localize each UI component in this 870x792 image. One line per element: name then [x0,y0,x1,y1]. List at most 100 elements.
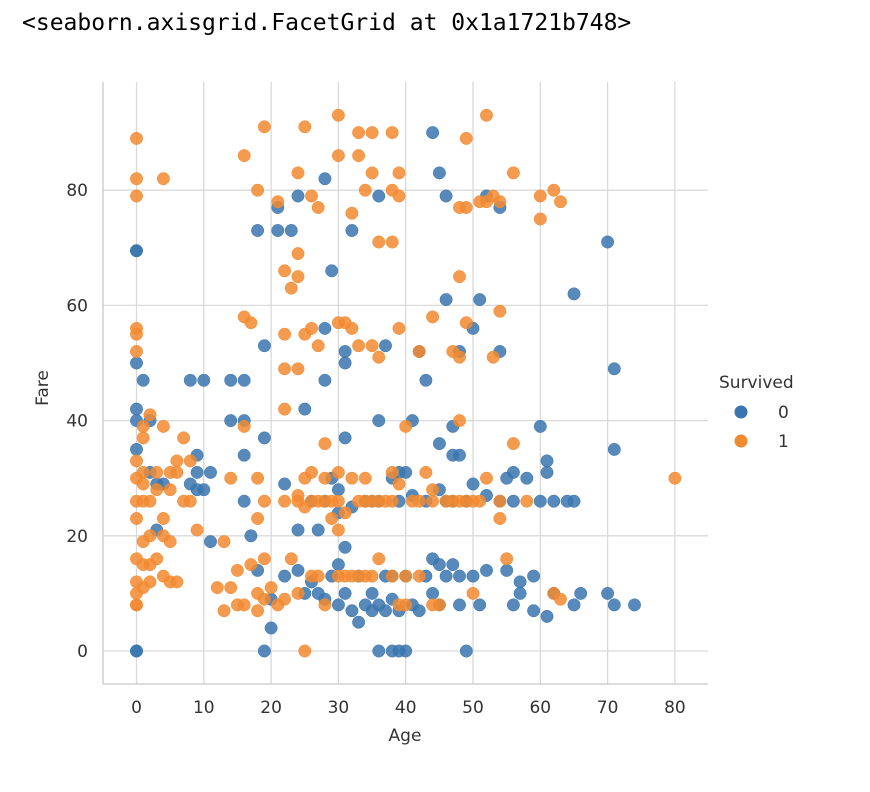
point-survived-0 [426,126,440,140]
point-survived-0 [197,483,211,497]
point-survived-1 [486,350,500,364]
point-survived-1 [305,465,318,479]
point-survived-1 [136,419,150,433]
point-survived-1 [224,471,238,485]
point-survived-1 [506,166,520,180]
x-tick-label: 80 [664,698,686,718]
point-survived-0 [372,189,386,203]
point-survived-1 [318,437,332,451]
point-survived-1 [170,575,184,589]
point-survived-1 [143,529,157,543]
point-survived-1 [318,598,332,612]
point-survived-0 [601,586,615,600]
point-survived-0 [446,558,460,572]
x-tick-label: 30 [328,698,350,718]
point-survived-0 [607,362,621,376]
point-survived-1 [399,569,413,583]
point-survived-0 [352,615,366,629]
point-survived-0 [278,477,292,491]
point-survived-1 [130,172,143,186]
point-survived-1 [385,465,399,479]
point-survived-1 [412,345,426,358]
x-tick-label: 0 [131,698,142,718]
point-survived-1 [547,183,561,197]
point-survived-0 [432,558,446,572]
y-axis-label: Fare [33,370,53,406]
point-survived-0 [540,454,554,468]
point-survived-1 [372,350,386,364]
point-survived-0 [331,558,345,572]
point-survived-1 [520,494,534,508]
point-survived-1 [385,126,399,140]
point-survived-0 [567,287,581,301]
point-survived-1 [257,552,271,566]
point-survived-0 [291,189,305,203]
point-survived-0 [251,224,265,237]
point-survived-1 [493,195,507,209]
point-survived-0 [331,598,345,612]
point-survived-1 [136,477,150,491]
point-survived-0 [607,442,621,456]
point-survived-1 [271,195,285,209]
point-survived-0 [244,529,258,543]
point-survived-0 [540,465,554,479]
legend-marker-1 [734,434,748,448]
x-tick-label: 40 [395,698,417,718]
point-survived-1 [170,454,184,468]
point-survived-1 [365,339,379,353]
point-survived-1 [224,581,238,595]
point-survived-1 [372,552,386,566]
point-survived-1 [284,552,298,566]
point-survived-1 [453,350,466,364]
point-survived-1 [352,126,366,140]
point-survived-0 [224,414,238,428]
point-survived-0 [432,166,446,180]
point-survived-0 [345,224,359,237]
point-survived-0 [412,604,426,618]
y-tick-label: 40 [66,412,88,432]
point-survived-1 [392,166,406,180]
point-survived-0 [439,569,453,583]
point-survived-0 [372,414,386,428]
point-survived-0 [183,373,197,387]
point-survived-1 [533,212,547,226]
point-survived-1 [163,483,177,497]
point-survived-0 [278,569,292,583]
point-survived-1 [177,431,191,445]
tick-labels: 0 10 20 30 40 50 60 70 80 0 20 40 60 80 [66,181,685,718]
point-survived-1 [358,471,372,485]
point-survived-1 [298,120,312,134]
point-survived-0 [379,339,392,353]
point-survived-1 [345,471,359,485]
legend-title: Survived [719,373,794,393]
point-survived-0 [453,598,466,612]
point-survived-1 [365,126,379,140]
x-tick-label: 70 [597,698,619,718]
point-survived-0 [318,321,332,335]
point-survived-0 [291,563,305,577]
point-survived-0 [237,373,251,387]
point-survived-1 [331,494,345,508]
point-survived-0 [130,356,143,370]
point-survived-0 [399,644,413,658]
point-survived-0 [338,345,352,358]
point-survived-1 [385,569,399,583]
point-survived-1 [480,471,493,485]
point-survived-0 [130,244,143,258]
point-survived-1 [345,206,359,220]
point-survived-1 [298,644,312,658]
point-survived-1 [130,131,143,145]
point-survived-1 [426,483,440,497]
legend: Survived 0 1 [719,373,794,452]
point-survived-1 [278,592,292,606]
point-survived-1 [365,569,379,583]
x-tick-label: 10 [193,698,215,718]
legend-label-0: 0 [778,403,789,423]
point-survived-1 [493,304,507,318]
point-survived-1 [264,581,278,595]
point-survived-1 [251,183,265,197]
point-survived-0 [345,604,359,618]
point-survived-1 [130,345,143,358]
point-survived-1 [278,264,292,278]
point-survived-1 [163,535,177,549]
